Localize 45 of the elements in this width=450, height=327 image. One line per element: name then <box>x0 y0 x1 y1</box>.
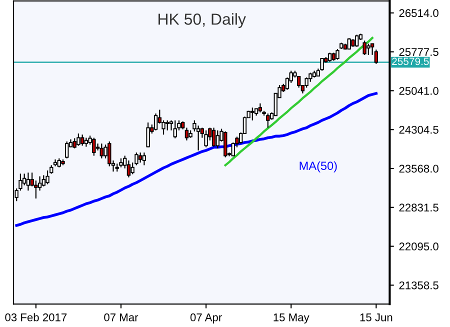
candlestick <box>100 143 104 159</box>
candlestick <box>42 174 46 187</box>
candlestick <box>250 107 254 121</box>
candlestick <box>374 49 378 64</box>
candlestick <box>366 43 370 56</box>
candlestick <box>304 77 308 88</box>
candlestick <box>166 120 170 131</box>
y-tick-label: 24304.5 <box>399 126 438 134</box>
candlestick <box>142 152 146 166</box>
y-tick-label: 21358.5 <box>399 281 438 290</box>
candlestick <box>146 122 150 148</box>
y-tick-label: 26514.0 <box>399 9 438 18</box>
y-tick-label: 22831.5 <box>399 204 438 212</box>
candlestick <box>173 120 177 139</box>
y-tick-label: 22095.0 <box>399 242 438 250</box>
candlestick <box>354 34 359 48</box>
y-tick-label: 25777.5 <box>399 48 438 56</box>
line-series <box>15 92 378 227</box>
x-tick-label: 15 Jun <box>360 314 392 322</box>
candlestick <box>80 134 84 146</box>
candlestick <box>76 132 80 146</box>
candlestick <box>138 152 142 164</box>
candlestick <box>46 170 50 185</box>
x-tick-label: 03 Feb 2017 <box>5 313 67 322</box>
ref-line-label: 25579.5 <box>392 58 429 66</box>
x-tick-label: 07 Apr <box>190 313 222 324</box>
candlestick <box>362 40 366 56</box>
candlestick <box>126 160 131 178</box>
x-tick-label: 07 Mar <box>104 313 138 322</box>
candlestick <box>65 140 69 159</box>
text: HK 50, Daily <box>158 13 246 28</box>
candlestick <box>216 130 220 149</box>
candlestick <box>154 112 158 131</box>
x-tick-label: 15 May <box>274 314 310 324</box>
text: MA(50) <box>300 161 337 172</box>
candlestick <box>26 172 30 192</box>
candlestick <box>92 137 96 156</box>
y-tick-label: 23568.0 <box>399 164 438 173</box>
y-tick-label: 25041.0 <box>399 86 438 95</box>
candlestick <box>204 130 208 148</box>
candlestick <box>212 127 216 148</box>
candlestick <box>266 112 270 128</box>
candlestick <box>72 138 76 149</box>
candlestick <box>336 48 340 60</box>
candlestick <box>224 130 228 158</box>
